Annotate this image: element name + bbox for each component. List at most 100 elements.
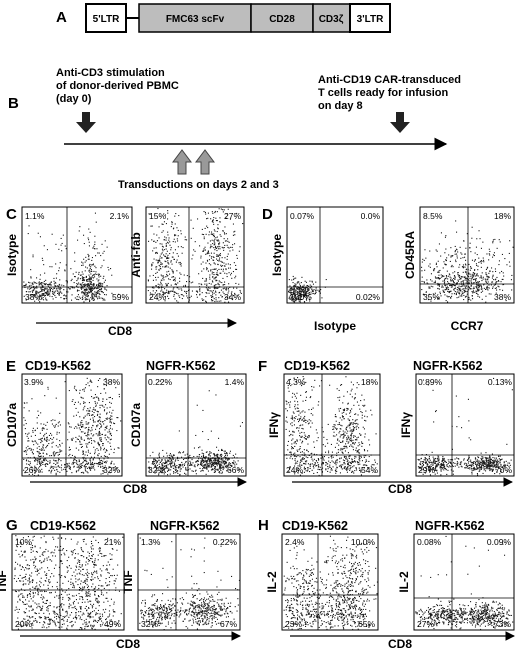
event-dot [160, 243, 161, 244]
event-dot [328, 424, 329, 425]
event-dot [300, 439, 301, 440]
event-dot [497, 248, 498, 249]
event-dot [103, 423, 104, 424]
event-dot [89, 288, 90, 289]
event-dot [299, 433, 300, 434]
event-dot [192, 459, 193, 460]
ylabel: Isotype [5, 234, 19, 276]
event-dot [209, 466, 210, 467]
event-dot [88, 281, 89, 282]
event-dot [485, 280, 486, 281]
event-dot [208, 213, 209, 214]
event-dot [304, 416, 305, 417]
event-dot [226, 233, 227, 234]
event-dot [59, 444, 60, 445]
event-dot [163, 456, 164, 457]
event-dot [299, 289, 300, 290]
event-dot [203, 470, 204, 471]
event-dot [178, 460, 179, 461]
event-dot [75, 276, 76, 277]
event-dot [164, 463, 165, 464]
event-dot [430, 279, 431, 280]
event-dot [208, 234, 209, 235]
event-dot [110, 421, 111, 422]
event-dot [86, 447, 87, 448]
event-dot [53, 442, 54, 443]
event-dot [353, 435, 354, 436]
event-dot [87, 424, 88, 425]
event-dot [453, 466, 454, 467]
event-dot [57, 285, 58, 286]
event-dot [83, 398, 84, 399]
event-dot [85, 470, 86, 471]
event-dot [354, 423, 355, 424]
event-dot [47, 445, 48, 446]
event-dot [39, 453, 40, 454]
event-dot [477, 273, 478, 274]
event-dot [461, 286, 462, 287]
event-dot [185, 285, 186, 286]
event-dot [174, 292, 175, 293]
event-dot [511, 460, 512, 461]
event-dot [217, 224, 218, 225]
event-dot [457, 251, 458, 252]
event-dot [85, 387, 86, 388]
pct-lr: 34% [224, 292, 241, 302]
event-dot [87, 435, 88, 436]
event-dot [431, 273, 432, 274]
event-dot [93, 246, 94, 247]
event-dot [222, 462, 223, 463]
event-dot [85, 289, 86, 290]
event-dot [483, 277, 484, 278]
event-dot [346, 414, 347, 415]
event-dot [455, 250, 456, 251]
event-dot [160, 268, 161, 269]
event-dot [65, 246, 66, 247]
event-dot [90, 232, 91, 233]
event-dot [148, 461, 149, 462]
event-dot [337, 388, 338, 389]
event-dot [325, 468, 326, 469]
event-dot [348, 425, 349, 426]
event-dot [160, 262, 161, 263]
event-dot [190, 465, 191, 466]
event-dot [441, 274, 442, 275]
event-dot [472, 275, 473, 276]
event-dot [60, 445, 61, 446]
event-dot [295, 442, 296, 443]
event-dot [84, 389, 85, 390]
event-dot [204, 461, 205, 462]
event-dot [89, 270, 90, 271]
event-dot [206, 460, 207, 461]
event-dot [486, 269, 487, 270]
event-dot [200, 463, 201, 464]
event-dot [452, 293, 453, 294]
event-dot [218, 470, 219, 471]
event-dot [74, 252, 75, 253]
event-dot [298, 411, 299, 412]
event-dot [105, 392, 106, 393]
event-dot [340, 417, 341, 418]
event-dot [49, 455, 50, 456]
event-dot [301, 289, 302, 290]
event-dot [301, 420, 302, 421]
event-dot [32, 430, 33, 431]
event-dot [82, 283, 83, 284]
event-dot [465, 296, 466, 297]
event-dot [300, 395, 301, 396]
event-dot [351, 431, 352, 432]
event-dot [31, 449, 32, 450]
event-dot [441, 232, 442, 233]
event-dot [294, 413, 295, 414]
event-dot [229, 248, 230, 249]
event-dot [328, 468, 329, 469]
event-dot [356, 387, 357, 388]
event-dot [309, 471, 310, 472]
event-dot [44, 438, 45, 439]
event-dot [293, 282, 294, 283]
event-dot [57, 432, 58, 433]
event-dot [215, 246, 216, 247]
event-dot [74, 462, 75, 463]
event-dot [223, 250, 224, 251]
event-dot [214, 470, 215, 471]
